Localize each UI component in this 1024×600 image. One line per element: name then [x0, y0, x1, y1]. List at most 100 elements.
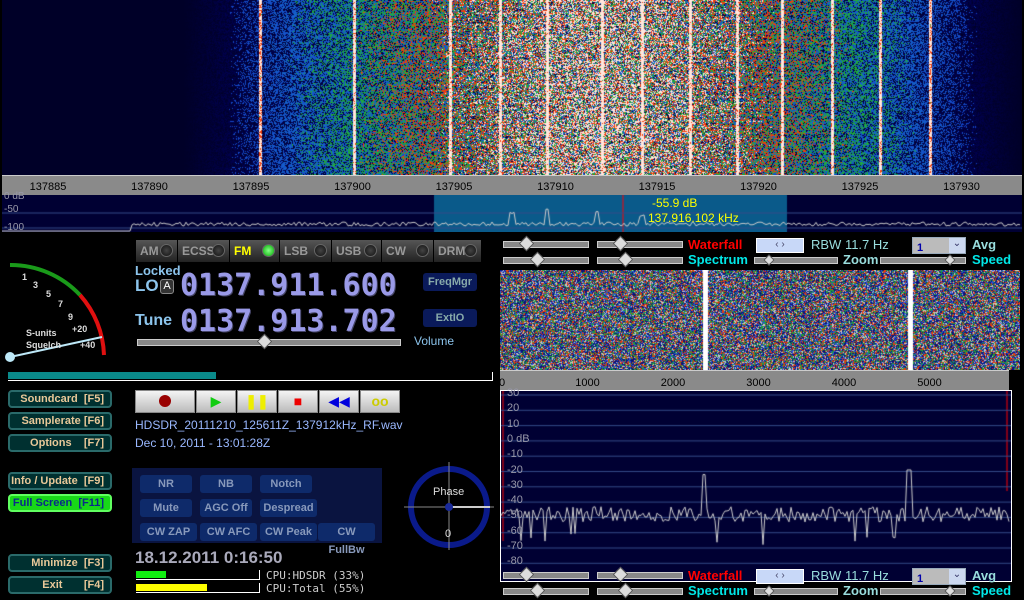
record-button[interactable] [135, 390, 195, 413]
mode-label: DRM [438, 244, 466, 258]
s-meter-scale-label: 3 [33, 280, 39, 290]
mode-usb-button[interactable]: USB [332, 240, 382, 262]
phase-indicator [404, 462, 494, 550]
mode-ecss-button[interactable]: ECSS [178, 240, 230, 262]
level-label: -100 [4, 222, 25, 233]
side-button-6[interactable]: Exit [F4] [8, 576, 112, 594]
db-label: 0 dB [507, 432, 530, 445]
dsp-mute-button[interactable]: Mute [140, 499, 192, 517]
avg-select[interactable]: 1 ⌄ [912, 568, 966, 585]
waterfall-slider[interactable] [597, 566, 683, 583]
mode-lsb-button[interactable]: LSB [280, 240, 332, 262]
db-label: -70 [507, 540, 523, 552]
play-button[interactable]: ▶ [196, 390, 236, 413]
frequency-tick-label: 137895 [232, 181, 270, 193]
cpu-hdsdr-label: CPU:HDSDR (33%) [266, 569, 366, 582]
mode-label: FM [234, 244, 252, 258]
side-button-0[interactable]: Soundcard [F5] [8, 390, 112, 408]
rbw-stepper[interactable]: ‹ › [756, 238, 804, 253]
audio-waterfall[interactable] [500, 270, 1020, 370]
spectrum-slider[interactable] [597, 251, 683, 268]
mode-drm-button[interactable]: DRM [434, 240, 482, 262]
dsp-despread-button[interactable]: Despread [260, 499, 317, 517]
side-button-1[interactable]: Samplerate [F6] [8, 412, 112, 430]
volume-label: Volume [414, 334, 455, 348]
spectrum-label: Spectrum [688, 583, 748, 598]
loop-button[interactable]: oo [360, 390, 400, 413]
zoom-slider[interactable] [754, 585, 838, 597]
avg-value: 1 [917, 573, 924, 585]
lo-frequency[interactable]: 0137.911.600 [180, 268, 397, 303]
volume-slider[interactable] [137, 333, 401, 350]
squelch-handle [5, 352, 15, 362]
dsp-notch-button[interactable]: Notch [260, 475, 312, 493]
dsp-cw-peak-button[interactable]: CW Peak [260, 523, 317, 541]
audio-tick-label: 5000 [917, 377, 942, 389]
side-button-3[interactable]: Info / Update [F9] [8, 472, 112, 490]
dsp-nb-button[interactable]: NB [200, 475, 252, 493]
dsp-cw-afc-button[interactable]: CW AFC [200, 523, 257, 541]
zoom-label: Zoom [843, 583, 879, 598]
waterfall-slider[interactable] [503, 235, 589, 252]
speed-label: Speed [972, 252, 1012, 267]
main-waterfall[interactable] [2, 0, 1022, 175]
rewind-button[interactable]: ◀◀ [319, 390, 359, 413]
cursor-level: -55.9 dB [652, 196, 698, 210]
waterfall-slider[interactable] [503, 566, 589, 583]
dsp-agc-off-button[interactable]: AGC Off [200, 499, 252, 517]
spectrum-slider[interactable] [503, 251, 589, 268]
avg-value: 1 [917, 242, 924, 254]
frequency-tick-label: 137925 [841, 181, 879, 193]
dsp-cw-zap-button[interactable]: CW ZAP [140, 523, 197, 541]
side-button-2[interactable]: Options [F7] [8, 434, 112, 452]
pause-button[interactable]: ❚❚ [237, 390, 277, 413]
rbw-label: RBW 11.7 Hz [811, 568, 889, 583]
lo-lock-badge[interactable]: A [160, 279, 174, 294]
s-meter [5, 262, 106, 362]
spectrum-slider[interactable] [597, 582, 683, 599]
mode-am-button[interactable]: AM [136, 240, 178, 262]
s-meter-scale-label: +20 [72, 324, 88, 334]
frequency-tick-label: 137905 [435, 181, 473, 193]
s-meter-scale-label: 9 [68, 312, 74, 322]
mode-label: ECSS [182, 244, 215, 258]
db-label: 10 [507, 417, 520, 430]
level-label: -50 [4, 204, 19, 215]
extio-button[interactable]: ExtIO [423, 309, 477, 327]
audio-tick-label: 1000 [575, 377, 600, 389]
cpu-hdsdr-bar [136, 570, 260, 580]
audio-tick-label: 4000 [831, 377, 857, 389]
waterfall-label: Waterfall [688, 568, 743, 583]
freqmgr-button[interactable]: FreqMgr [423, 273, 477, 291]
file-date: Dec 10, 2011 - 13:01:28Z [135, 436, 271, 450]
speed-slider[interactable] [880, 254, 966, 266]
record-icon [159, 395, 171, 407]
chevron-down-icon: ⌄ [949, 238, 965, 253]
dsp-nr-button[interactable]: NR [140, 475, 192, 493]
phase-value: 0 [445, 528, 452, 540]
s-meter-scale-label: +40 [80, 340, 96, 350]
tune-frequency[interactable]: 0137.913.702 [180, 304, 397, 339]
level-label: 0 dB [4, 191, 25, 202]
avg-select[interactable]: 1 ⌄ [912, 237, 966, 254]
zoom-slider[interactable] [754, 254, 838, 266]
side-button-4[interactable]: Full Screen [F11] [8, 494, 112, 512]
stop-button[interactable]: ■ [278, 390, 318, 413]
dsp-cw-fullbw-button[interactable]: CW FullBw [318, 523, 375, 556]
waterfall-slider[interactable] [597, 235, 683, 252]
file-name: HDSDR_20111210_125611Z_137912kHz_RF.wav [135, 418, 403, 432]
speed-slider[interactable] [880, 585, 966, 597]
audio-spectrum[interactable] [500, 390, 1012, 582]
spectrum-slider[interactable] [503, 582, 589, 599]
audio-frequency-ruler[interactable]: 0 1000 2000 3000 4000 5000 [499, 370, 1009, 390]
mode-label: CW [386, 244, 406, 258]
rbw-stepper[interactable]: ‹ › [756, 569, 804, 584]
tune-label: Tune [135, 312, 173, 329]
audio-tick-label: 3000 [746, 377, 771, 389]
side-button-5[interactable]: Minimize [F3] [8, 554, 112, 572]
main-frequency-ruler[interactable]: 137885 137890 137895 137900 137905 137910 1379… [2, 175, 1022, 195]
mode-fm-button[interactable]: FM [230, 240, 280, 262]
main-spectrum[interactable] [2, 195, 1022, 232]
s-meter-scale-label: 7 [58, 299, 64, 309]
mode-cw-button[interactable]: CW [382, 240, 434, 262]
